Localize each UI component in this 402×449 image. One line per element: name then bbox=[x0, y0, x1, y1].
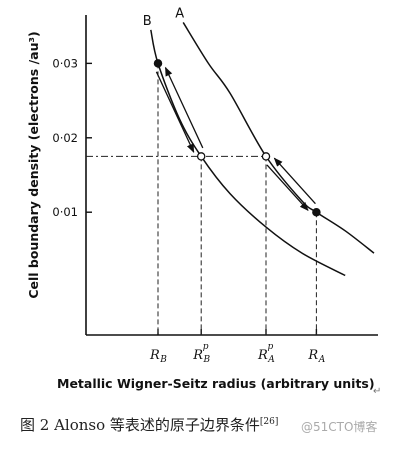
arrow-forward bbox=[155, 71, 195, 153]
open-point bbox=[196, 152, 206, 161]
caption-reference: [26] bbox=[259, 417, 279, 427]
x-tick-superscript: p bbox=[203, 342, 209, 352]
filled-point bbox=[312, 207, 321, 217]
y-tick-label: 0·01 bbox=[52, 205, 78, 219]
curve-a bbox=[182, 22, 375, 254]
y-tick-label: 0·03 bbox=[52, 56, 78, 70]
caption-label: 图 2 bbox=[20, 416, 50, 434]
x-tick-label: RA bbox=[307, 348, 325, 365]
arrow-forward bbox=[266, 164, 309, 212]
x-axis-title: Metallic Wigner-Seitz radius (arbitrary … bbox=[57, 376, 375, 391]
curve-label-b: B bbox=[143, 14, 152, 29]
curve-label-a: A bbox=[175, 6, 184, 21]
curve-b bbox=[150, 29, 346, 277]
x-tick-superscript: p bbox=[268, 342, 274, 352]
x-tick-label: RB bbox=[149, 348, 167, 365]
return-mark: ↵ bbox=[373, 386, 381, 397]
caption-text: Alonso 等表述的原子边界条件 bbox=[54, 416, 260, 434]
y-axis-title: Cell boundary density (electrons /au³) bbox=[26, 31, 41, 298]
figure-caption: 图 2 Alonso 等表述的原子边界条件[26] bbox=[20, 414, 278, 435]
open-point bbox=[261, 152, 271, 161]
arrow-backward bbox=[273, 157, 316, 205]
y-tick-label: 0·02 bbox=[52, 131, 78, 145]
arrow-backward bbox=[164, 66, 204, 149]
filled-point bbox=[153, 59, 163, 68]
watermark: @51CTO博客 bbox=[301, 420, 378, 434]
